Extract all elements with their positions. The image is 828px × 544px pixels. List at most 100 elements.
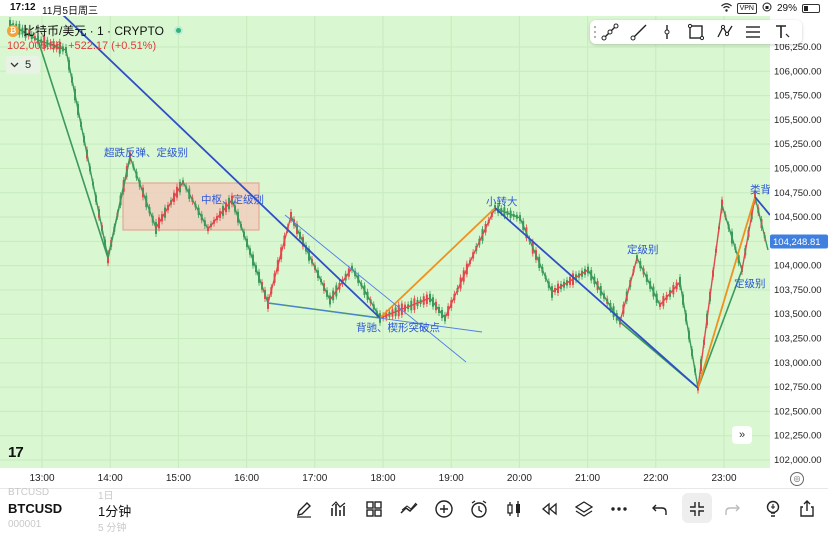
time-tick-label: 22:00 [643,473,668,484]
indicator-count: 5 [25,59,32,71]
candle-type-icon[interactable] [502,497,526,521]
rectangle-icon[interactable] [686,22,706,42]
chart-annotation: 定级别 [627,243,659,256]
swing-segment [659,281,681,306]
time-tick-label: 15:00 [166,473,191,484]
last-price: 102,006.58 [7,40,63,52]
bitcoin-icon: ₿ [7,24,19,37]
bottom-toolbar: BTCUSD 1日 BTCUSD 1分钟 000001 5 分钟 [0,487,828,544]
trend-lines [62,16,770,389]
chart-annotation: 中枢、定级别 [201,193,264,206]
wifi-icon [720,2,732,15]
orange-leg [697,196,756,389]
time-tick-label: 19:00 [439,473,464,484]
symbol-header[interactable]: ₿ 比特币/美元 · 1 · CRYPTO [7,22,183,39]
time-tick-label: 16:00 [234,473,259,484]
swing-segment [741,196,756,271]
chart-canvas[interactable]: 超跌反弹、定级别 中枢、定级别 背驰、楔形突破点 小转大 定级别 定级别 类背 [0,16,770,468]
downtrend-line [62,16,381,319]
downtrend-line [494,207,699,389]
swing-segment [207,199,233,230]
active-tool-highlight [682,493,712,523]
time-tick-label: 14:00 [98,473,123,484]
higher-level-segment [37,39,109,259]
axis-settings-icon[interactable]: ◎ [790,472,804,486]
trend-line-icon[interactable] [600,22,620,42]
swing-segment [679,281,699,389]
indicator-collapse-toggle[interactable]: 5 [6,56,40,74]
picker-next-symbol: 000001 [8,519,42,530]
add-icon[interactable] [432,497,456,521]
swing-segment [619,257,638,323]
redo-icon[interactable] [720,497,744,521]
drawings-icon[interactable] [397,497,421,521]
picker-next-interval: 5 分钟 [98,523,127,534]
scroll-to-realtime-button[interactable]: » [732,426,752,444]
chart-annotation: 类背 [750,183,770,196]
time-tick-label: 21:00 [575,473,600,484]
swing-segment [754,196,769,251]
battery-icon [802,4,820,13]
horizontal-lines-icon[interactable] [743,22,763,42]
collapse-icon[interactable] [685,497,709,521]
price-tick-label: 105,750.00 [774,91,822,102]
swing-segment [65,49,109,259]
price-tick-label: 104,750.00 [774,188,822,199]
time-tick-label: 23:00 [711,473,736,484]
price-tick-label: 102,250.00 [774,431,822,442]
price-row: 102,006.58 +522.17 (+0.51%) [7,40,156,52]
templates-icon[interactable] [362,497,386,521]
chart-annotation: 定级别 [734,277,766,290]
text-icon[interactable] [772,22,792,42]
indicators-icon[interactable] [327,497,351,521]
interval-picker[interactable]: 1分钟 [98,504,132,519]
swing-segment [231,199,269,304]
swing-segment [329,267,353,301]
chevron-down-icon [10,59,19,71]
higher-level-lines [37,39,756,389]
price-tick-label: 104,500.00 [774,212,822,223]
current-price-tag [770,234,828,249]
idea-icon[interactable] [761,497,785,521]
swing-segment [267,215,292,304]
swing-segment [494,207,521,219]
more-icon[interactable] [607,497,631,521]
higher-level-segment [697,269,743,389]
alert-icon[interactable] [467,497,491,521]
symbol-name[interactable]: 比特币/美元 · 1 · CRYPTO [23,24,164,38]
picker-prev-symbol: BTCUSD [8,487,50,498]
swing-segment [182,181,209,230]
price-tick-label: 105,000.00 [774,163,822,174]
drag-handle-icon[interactable] [593,25,597,39]
ray-line-icon[interactable] [629,22,649,42]
orientation-lock-icon [762,2,772,15]
swing-segment [519,217,553,293]
swing-segment [721,204,743,271]
drawing-toolbar [590,20,802,44]
price-tick-label: 102,750.00 [774,382,822,393]
status-icons: VPN 29% [720,2,820,15]
market-open-indicator [173,26,183,35]
price-axis[interactable]: 106,250.00 106,000.00 105,750.00 105,500.00… [770,16,828,468]
replay-icon[interactable] [537,497,561,521]
share-icon[interactable] [795,497,819,521]
layers-icon[interactable] [572,497,596,521]
swing-segment [351,267,381,319]
pattern-icon[interactable] [715,22,735,42]
pen-icon[interactable] [292,497,316,521]
swing-segment [551,269,589,293]
time-axis[interactable]: 13:00 14:00 15:00 16:00 17:00 18:00 19:00 20:00… [0,468,828,488]
chart-annotation: 小转大 [486,195,518,208]
price-tick-label: 104,000.00 [774,261,822,272]
price-tick-label: 105,500.00 [774,115,822,126]
time-tick-label: 20:00 [507,473,532,484]
chart-annotation: 背驰、楔形突破点 [356,321,440,334]
swing-segment [155,181,184,229]
price-tick-label: 103,750.00 [774,285,822,296]
vertical-line-icon[interactable] [657,22,677,42]
symbol-picker[interactable]: BTCUSD [8,501,63,516]
undo-icon[interactable] [648,497,672,521]
downtrend-line [754,196,770,216]
price-tick-label: 106,250.00 [774,42,822,53]
